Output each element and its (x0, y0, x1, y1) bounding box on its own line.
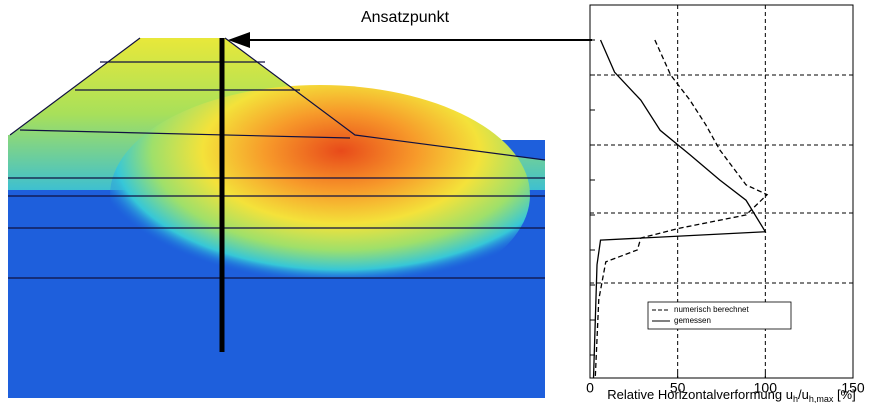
x-label-part: h,max (809, 394, 834, 403)
figure: Ansatzpunkt 050100150Relative Horizontal… (0, 0, 890, 403)
x-label-part: /u (798, 387, 809, 402)
legend-label: gemessen (674, 316, 711, 325)
annotation: Ansatzpunkt (361, 9, 450, 26)
x-label-part: Relative Horizontalverformung u (607, 387, 793, 402)
legend-label: numerisch berechnet (674, 305, 749, 314)
x-label-part: [%] (833, 387, 855, 402)
fem-model: Ansatzpunkt (8, 9, 592, 398)
x-axis-label: Relative Horizontalverformung uh/uh,max … (607, 387, 855, 403)
x-tick-label: 0 (586, 380, 594, 396)
